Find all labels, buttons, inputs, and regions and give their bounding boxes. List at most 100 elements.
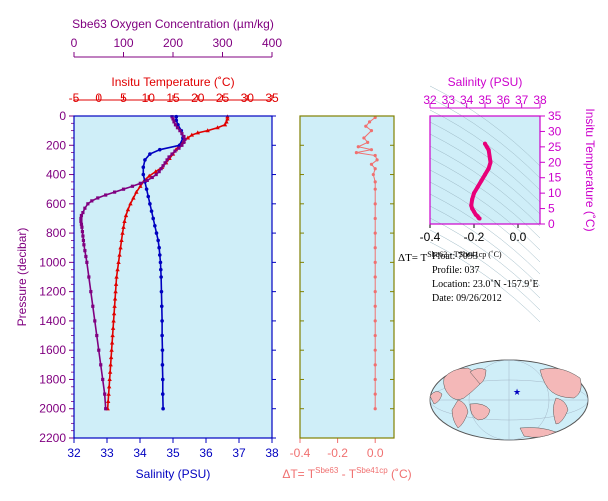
oxygen-point [99,363,103,367]
delta-t-point [362,136,366,140]
temperature-point [111,311,117,316]
salinity-point [159,304,164,309]
temperature-point [107,377,112,382]
salinity-point [151,216,155,221]
pressure-tick-label: 200 [46,138,66,152]
salinity-point [154,231,159,235]
temperature-tick-label: 20 [191,91,205,105]
world-map-inset: ★ [429,359,589,441]
temperature-point [119,238,124,243]
temperature-point [134,189,139,194]
temperature-point [128,201,133,206]
oxygen-point [165,158,169,162]
pressure-tick-label: 600 [46,197,66,211]
temperature-point [116,259,121,264]
salinity-axis-title: Salinity (PSU) [136,467,211,481]
info-float-line: Float: 7093 [432,251,478,262]
temperature-point [153,169,158,174]
ts-isopycnal-line [429,241,541,323]
delta-t-point [373,333,377,338]
oxygen-point [91,304,95,308]
oxygen-point [93,319,97,323]
oxygen-point [103,392,107,396]
salinity-tick-label: 37 [232,446,246,460]
oxygen-point [175,126,180,130]
oxygen-point [150,175,154,180]
delta-title-part-a: ΔT= T [282,467,315,481]
temperature-point [189,132,195,137]
oxygen-point [83,206,87,210]
temperature-point [109,347,114,352]
salinity-point [160,319,164,323]
delta-t-point [373,187,377,191]
ts-profile-point [487,154,492,159]
main-series-group [79,114,230,411]
temperature-point [106,391,111,396]
delta-t-point [373,216,377,221]
temperature-point [120,230,125,235]
delta-t-panel: -0.4 -0.2 0.0 ΔT= TSbe63 - TSbe41cp (˚C) [282,115,412,481]
ts-profile-point [488,160,493,165]
ts-profile-point [470,206,475,211]
oxygen-point [101,377,105,382]
delta-t-point [373,377,377,382]
salinity-point [158,147,162,152]
salinity-point [148,202,152,206]
info-profile-line: Profile: 037 [432,265,480,276]
oxygen-point [172,120,176,124]
ts-profile-point [477,216,482,221]
oxygen-point [80,225,84,229]
temperature-point [125,207,131,212]
delta-t-point [373,115,377,120]
ts-delta-tick-label: 0.0 [510,230,527,244]
oxygen-point [154,172,158,177]
delta-axes-ticks: -0.4 -0.2 0.0 [290,115,394,460]
ts-temperature-tick-label: 30 [548,124,562,138]
oxygen-point [104,193,108,197]
info-delta-overlap: Sbe63 - TSbe41cp (˚C) [427,250,502,259]
delta-t-point [371,172,375,177]
temperature-point [114,274,119,279]
oxygen-point [79,219,83,223]
ts-isopycnal-line [429,97,541,179]
salinity-tick-label: 35 [166,446,180,460]
oxygen-point [79,216,83,221]
temperature-tick-label: 10 [142,91,156,105]
oxygen-point [171,117,175,121]
temperature-point [113,281,119,286]
temperature-tick-label: 25 [216,91,230,105]
salinity-point [157,245,161,250]
temperature-point [222,122,228,127]
oxygen-point [85,260,89,264]
ts-temperature-tick-label: 35 [548,109,562,123]
pressure-tick-label: 1600 [39,343,66,357]
ts-isopycnal-line [429,121,541,203]
temperature-point [107,369,113,374]
temperature-point [112,303,117,308]
temperature-point [110,333,115,338]
temperature-point [108,355,114,360]
temperature-tick-label: 35 [265,91,279,105]
delta-t-point [356,145,360,149]
info-delta-line: ΔT= TSbe63 - TSbe41cp (˚C) [398,250,502,264]
temperature-point [215,125,220,130]
oxygen-point [173,149,177,153]
ts-profile-point [483,141,487,146]
salinity-tick-label: 36 [199,446,213,460]
salinity-tick-label: 33 [100,446,114,460]
pressure-axis-title: Pressure (decibar) [15,228,29,327]
ts-profile-point [484,144,489,149]
salinity-point [143,158,147,162]
ts-profile-point [479,178,484,183]
salinity-point [161,406,165,411]
temperature-point [112,296,118,301]
oxygen-point [81,211,85,215]
main-plot-frame [73,115,273,439]
delta-title-sup-b: Sbe41cp [356,466,388,475]
salinity-tick-label: 32 [67,446,81,460]
salinity-point [159,289,164,294]
delta-t-point [373,290,377,294]
oxygen-point [83,249,87,253]
